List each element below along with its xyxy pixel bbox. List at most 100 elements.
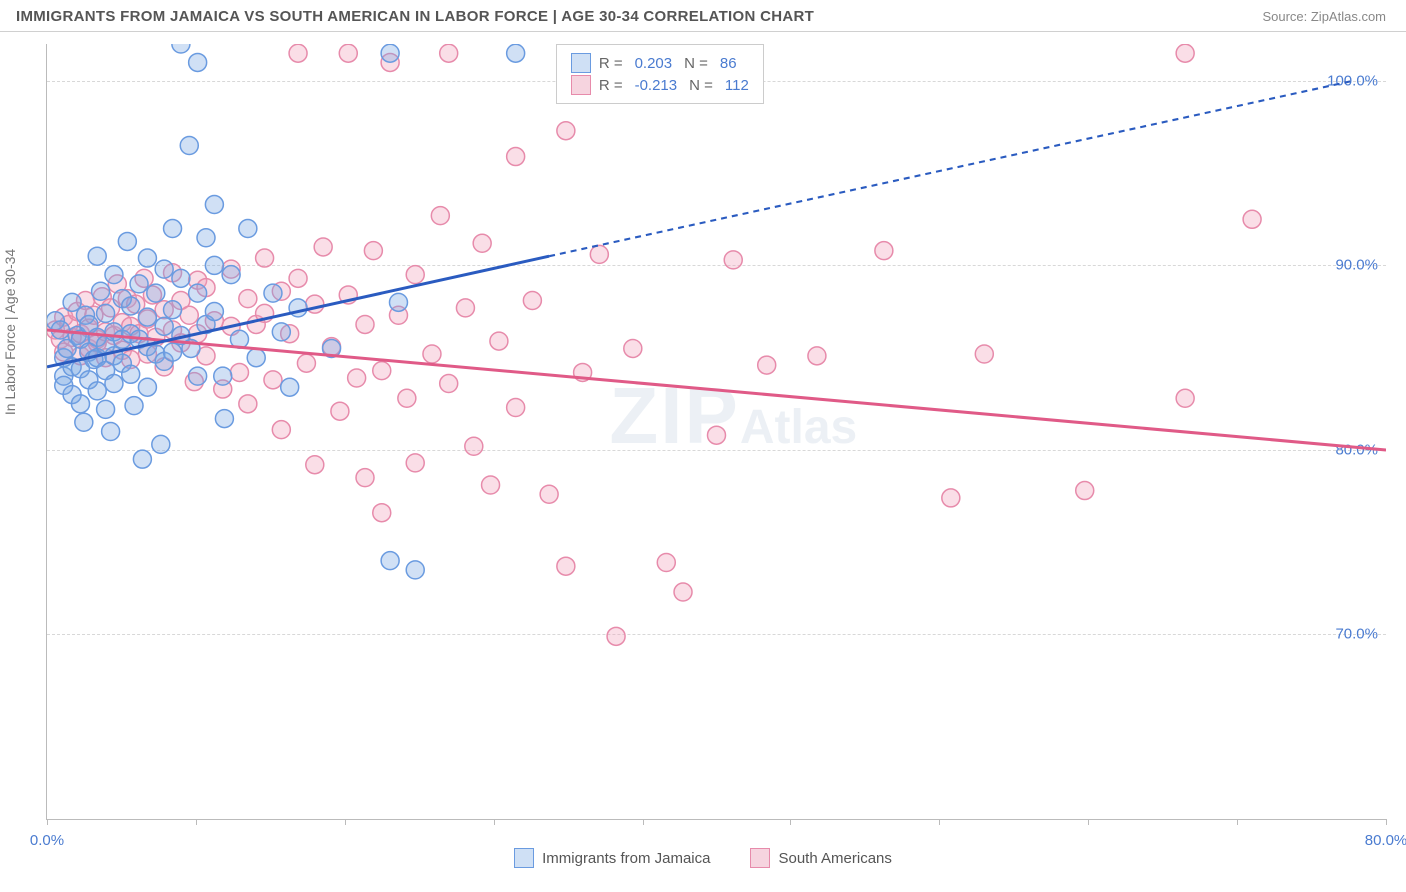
south-american-swatch-2 bbox=[750, 848, 770, 868]
scatter-point-jamaica bbox=[214, 367, 232, 385]
x-tick bbox=[790, 819, 791, 825]
scatter-point-south-american bbox=[348, 369, 366, 387]
jamaica-swatch-2 bbox=[514, 848, 534, 868]
scatter-point-jamaica bbox=[122, 297, 140, 315]
scatter-point-south-american bbox=[1243, 210, 1261, 228]
chart-container: In Labor Force | Age 30-34 ZIPAtlas R = … bbox=[0, 32, 1406, 882]
scatter-point-south-american bbox=[708, 426, 726, 444]
south-american-r-value: -0.213 bbox=[635, 77, 678, 94]
x-tick bbox=[939, 819, 940, 825]
scatter-point-jamaica bbox=[97, 304, 115, 322]
south-american-n-value: 112 bbox=[725, 77, 749, 94]
scatter-point-south-american bbox=[356, 469, 374, 487]
scatter-point-jamaica bbox=[172, 44, 190, 53]
scatter-point-jamaica bbox=[71, 395, 89, 413]
scatter-point-south-american bbox=[406, 266, 424, 284]
scatter-point-jamaica bbox=[130, 275, 148, 293]
scatter-point-south-american bbox=[230, 363, 248, 381]
x-tick bbox=[1088, 819, 1089, 825]
scatter-point-south-american bbox=[398, 389, 416, 407]
chart-title: IMMIGRANTS FROM JAMAICA VS SOUTH AMERICA… bbox=[16, 8, 814, 25]
scatter-point-jamaica bbox=[222, 266, 240, 284]
r-label: R = bbox=[599, 55, 623, 72]
scatter-point-south-american bbox=[297, 354, 315, 372]
scatter-point-jamaica bbox=[180, 136, 198, 154]
scatter-point-jamaica bbox=[133, 450, 151, 468]
scatter-point-south-american bbox=[465, 437, 483, 455]
scatter-point-jamaica bbox=[205, 256, 223, 274]
scatter-point-jamaica bbox=[381, 44, 399, 62]
scatter-point-jamaica bbox=[105, 375, 123, 393]
scatter-point-south-american bbox=[1176, 389, 1194, 407]
r-label-2: R = bbox=[599, 77, 623, 94]
jamaica-label: Immigrants from Jamaica bbox=[542, 850, 710, 867]
scatter-point-jamaica bbox=[88, 247, 106, 265]
scatter-point-south-american bbox=[289, 269, 307, 287]
scatter-point-jamaica bbox=[281, 378, 299, 396]
scatter-point-jamaica bbox=[215, 410, 233, 428]
scatter-point-jamaica bbox=[164, 301, 182, 319]
scatter-point-jamaica bbox=[105, 266, 123, 284]
x-tick bbox=[47, 819, 48, 825]
scatter-point-jamaica bbox=[125, 397, 143, 415]
scatter-point-south-american bbox=[590, 245, 608, 263]
scatter-point-jamaica bbox=[264, 284, 282, 302]
scatter-point-jamaica bbox=[155, 317, 173, 335]
scatter-point-jamaica bbox=[164, 220, 182, 238]
scatter-point-jamaica bbox=[197, 229, 215, 247]
scatter-point-south-american bbox=[373, 504, 391, 522]
scatter-point-south-american bbox=[440, 44, 458, 62]
scatter-point-south-american bbox=[1176, 44, 1194, 62]
scatter-point-jamaica bbox=[205, 196, 223, 214]
scatter-point-jamaica bbox=[118, 232, 136, 250]
scatter-point-jamaica bbox=[138, 378, 156, 396]
source-label: Source: ZipAtlas.com bbox=[1262, 9, 1386, 24]
scatter-point-jamaica bbox=[88, 382, 106, 400]
scatter-point-jamaica bbox=[92, 282, 110, 300]
jamaica-swatch bbox=[571, 53, 591, 73]
x-tick bbox=[494, 819, 495, 825]
scatter-point-jamaica bbox=[205, 303, 223, 321]
scatter-point-south-american bbox=[557, 557, 575, 575]
x-tick bbox=[643, 819, 644, 825]
scatter-point-jamaica bbox=[381, 552, 399, 570]
x-tick-label: 80.0% bbox=[1365, 832, 1406, 849]
n-label: N = bbox=[684, 55, 708, 72]
x-tick bbox=[1386, 819, 1387, 825]
x-tick bbox=[345, 819, 346, 825]
scatter-point-south-american bbox=[239, 395, 257, 413]
scatter-point-south-american bbox=[490, 332, 508, 350]
stats-row-jamaica: R = 0.203 N = 86 bbox=[571, 53, 749, 73]
scatter-point-jamaica bbox=[164, 343, 182, 361]
scatter-point-jamaica bbox=[239, 220, 257, 238]
scatter-point-south-american bbox=[373, 362, 391, 380]
trend-line-dashed-jamaica bbox=[549, 81, 1352, 256]
scatter-point-south-american bbox=[423, 345, 441, 363]
scatter-point-south-american bbox=[507, 399, 525, 417]
scatter-point-south-american bbox=[431, 207, 449, 225]
scatter-point-jamaica bbox=[172, 269, 190, 287]
scatter-point-south-american bbox=[758, 356, 776, 374]
scatter-point-south-american bbox=[1076, 482, 1094, 500]
jamaica-n-value: 86 bbox=[720, 55, 737, 72]
scatter-point-south-american bbox=[557, 122, 575, 140]
scatter-point-jamaica bbox=[247, 349, 265, 367]
scatter-point-jamaica bbox=[147, 284, 165, 302]
scatter-point-jamaica bbox=[189, 284, 207, 302]
south-american-label: South Americans bbox=[778, 850, 891, 867]
scatter-point-south-american bbox=[272, 421, 290, 439]
plot-svg bbox=[47, 44, 1386, 819]
scatter-point-south-american bbox=[657, 554, 675, 572]
scatter-point-jamaica bbox=[97, 400, 115, 418]
scatter-point-south-american bbox=[523, 291, 541, 309]
scatter-point-jamaica bbox=[389, 293, 407, 311]
scatter-point-south-american bbox=[482, 476, 500, 494]
scatter-point-south-american bbox=[607, 627, 625, 645]
scatter-point-jamaica bbox=[155, 260, 173, 278]
scatter-point-south-american bbox=[306, 456, 324, 474]
scatter-point-south-american bbox=[256, 249, 274, 267]
scatter-point-jamaica bbox=[189, 53, 207, 71]
scatter-point-jamaica bbox=[272, 323, 290, 341]
scatter-point-south-american bbox=[356, 315, 374, 333]
scatter-point-jamaica bbox=[189, 367, 207, 385]
